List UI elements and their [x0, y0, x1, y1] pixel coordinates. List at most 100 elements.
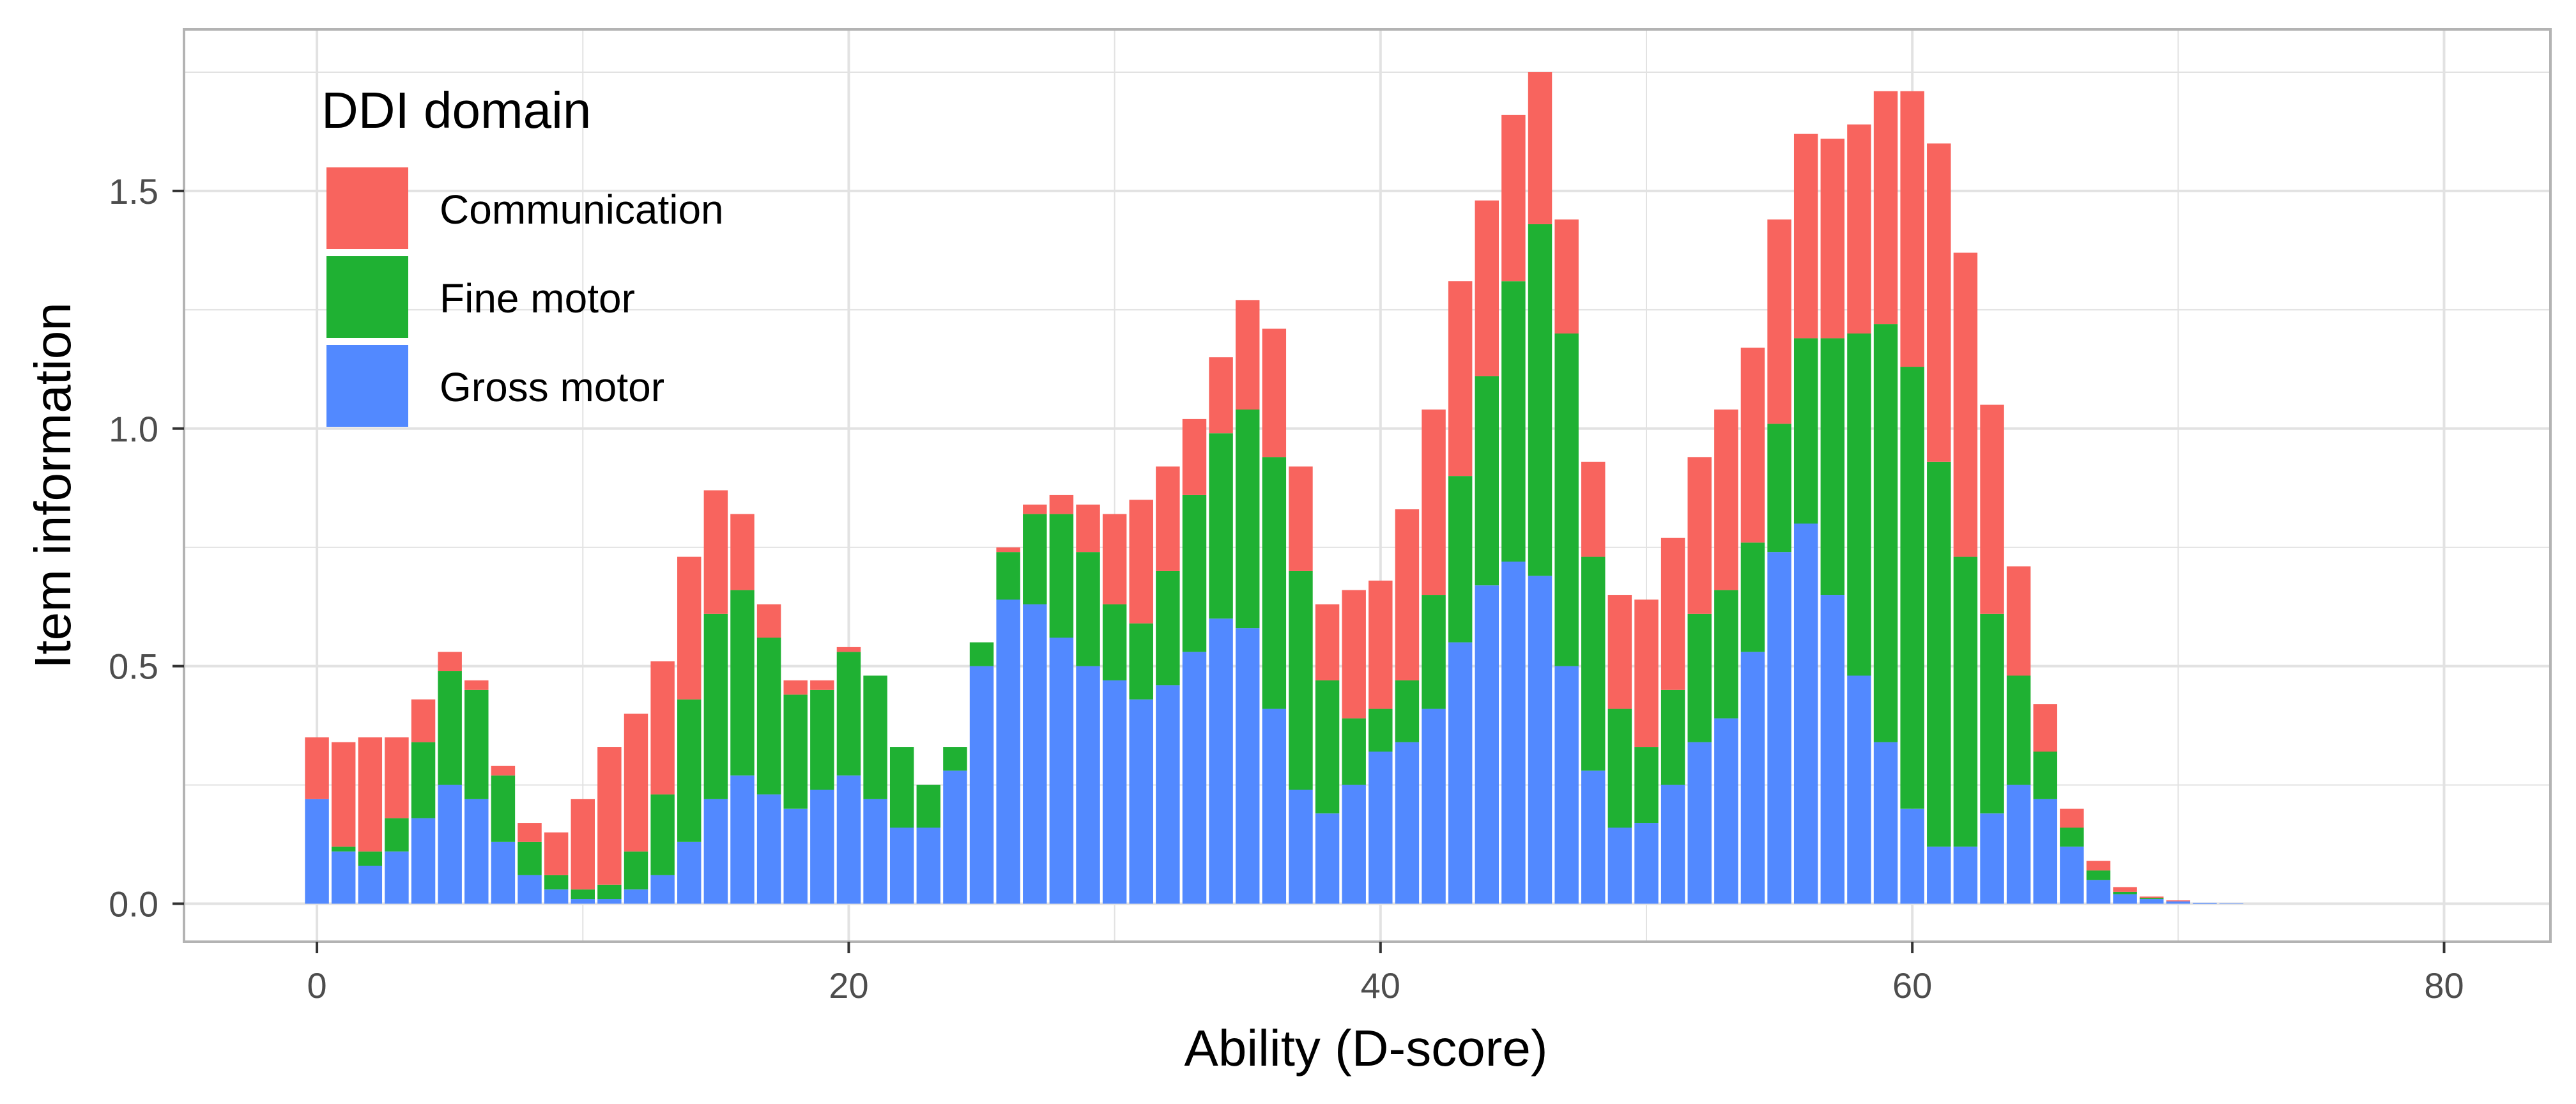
bar-fine-motor: [1767, 424, 1791, 553]
bar-gross-motor: [1927, 847, 1951, 904]
y-tick-label: 0.5: [109, 647, 158, 687]
bar-gross-motor: [1448, 642, 1473, 904]
bar-gross-motor: [1767, 552, 1791, 904]
bar-communication: [1607, 595, 1632, 709]
bar-gross-motor: [730, 775, 755, 904]
bar-gross-motor: [1953, 847, 1978, 904]
bar-gross-motor: [571, 899, 595, 904]
bar-fine-motor: [1581, 556, 1606, 771]
bar-gross-motor: [331, 851, 356, 904]
bar-gross-motor: [2006, 785, 2031, 904]
bar-gross-motor: [916, 827, 941, 904]
bar-fine-motor: [889, 747, 914, 828]
bar-fine-motor: [1023, 514, 1047, 604]
bar-gross-motor: [1289, 790, 1313, 904]
y-axis-title: Item information: [24, 302, 81, 669]
bar-fine-motor: [1501, 281, 1526, 562]
bar-gross-motor: [1209, 618, 1233, 904]
bar-fine-motor: [1900, 367, 1924, 809]
x-tick-label: 80: [2424, 965, 2464, 1006]
bar-fine-motor: [943, 747, 967, 771]
bar-fine-motor: [1660, 689, 1685, 785]
bar-gross-motor: [1049, 638, 1074, 904]
bar-gross-motor: [1342, 785, 1366, 904]
bar-gross-motor: [385, 851, 409, 904]
bar-gross-motor: [1395, 742, 1420, 904]
bar-fine-motor: [1554, 334, 1579, 666]
bar-fine-motor: [1793, 338, 1818, 524]
bar-communication: [1927, 143, 1951, 462]
bar-fine-motor: [597, 884, 622, 900]
bar-fine-motor: [677, 699, 702, 842]
y-tick-label: 0.0: [109, 884, 158, 924]
bar-communication: [1102, 514, 1127, 604]
bar-communication: [2166, 900, 2191, 901]
bar-fine-motor: [1289, 571, 1313, 790]
bar-gross-motor: [1368, 751, 1393, 904]
bar-gross-motor: [2113, 894, 2137, 904]
bar-fine-motor: [358, 851, 383, 866]
bar-communication: [518, 823, 542, 842]
bar-gross-motor: [1900, 808, 1924, 904]
bar-communication: [1767, 219, 1791, 424]
legend-key-gross-motor: [326, 345, 408, 427]
bar-communication: [996, 547, 1020, 553]
bar-fine-motor: [1342, 718, 1366, 785]
bar-communication: [1368, 580, 1393, 709]
bar-communication: [2060, 808, 2084, 828]
bar-communication: [1847, 124, 1871, 334]
bar-fine-motor: [1873, 324, 1898, 742]
legend-key-communication: [326, 167, 408, 249]
bar-communication: [624, 714, 648, 852]
bar-gross-motor: [1873, 742, 1898, 904]
axis-tick-labels: 0 20 40 60 80 0.0 0.5 1.0 1.5: [109, 171, 2464, 1006]
bar-fine-motor: [411, 742, 436, 818]
legend-label-fine-motor: Fine motor: [440, 275, 635, 321]
bar-fine-motor: [2113, 891, 2137, 894]
bar-gross-motor: [810, 790, 834, 904]
bar-communication: [1023, 504, 1047, 514]
bar-communication: [1209, 357, 1233, 434]
bar-gross-motor: [1422, 709, 1446, 904]
bar-fine-motor: [2006, 675, 2031, 785]
bar-fine-motor: [1687, 613, 1712, 742]
bar-fine-motor: [1980, 613, 2004, 814]
bar-communication: [810, 680, 834, 690]
bar-gross-motor: [624, 889, 648, 904]
bar-communication: [1235, 300, 1260, 410]
bar-communication: [1740, 348, 1765, 543]
bar-fine-motor: [1315, 680, 1340, 814]
bar-gross-motor: [1129, 699, 1153, 904]
bar-communication: [1129, 500, 1153, 624]
bar-fine-motor: [1235, 410, 1260, 629]
bar-communication: [2006, 566, 2031, 676]
y-tick-label: 1.5: [109, 171, 158, 211]
bar-communication: [544, 832, 569, 875]
bar-fine-motor: [2060, 827, 2084, 847]
bar-gross-motor: [677, 841, 702, 904]
bar-fine-motor: [1927, 461, 1951, 847]
bar-fine-motor: [1740, 542, 1765, 652]
bar-gross-motor: [1740, 652, 1765, 904]
bar-communication: [1900, 91, 1924, 367]
bar-gross-motor: [650, 875, 675, 904]
bar-communication: [438, 652, 462, 671]
bar-communication: [1262, 328, 1287, 457]
bar-communication: [1049, 494, 1074, 514]
bar-communication: [783, 680, 808, 695]
bar-communication: [650, 661, 675, 795]
bar-communication: [756, 604, 781, 638]
bar-fine-motor: [1422, 595, 1446, 709]
bar-fine-motor: [1209, 433, 1233, 619]
x-tick-label: 40: [1361, 965, 1400, 1006]
bar-fine-motor: [2086, 870, 2111, 880]
bar-communication: [1820, 139, 1845, 339]
bar-fine-motor: [1182, 494, 1207, 652]
legend-key-fine-motor: [326, 256, 408, 338]
bar-gross-motor: [2086, 880, 2111, 904]
bar-gross-motor: [1581, 770, 1606, 904]
bar-fine-motor: [863, 675, 887, 799]
bar-fine-motor: [2033, 751, 2057, 799]
bar-communication: [331, 742, 356, 847]
